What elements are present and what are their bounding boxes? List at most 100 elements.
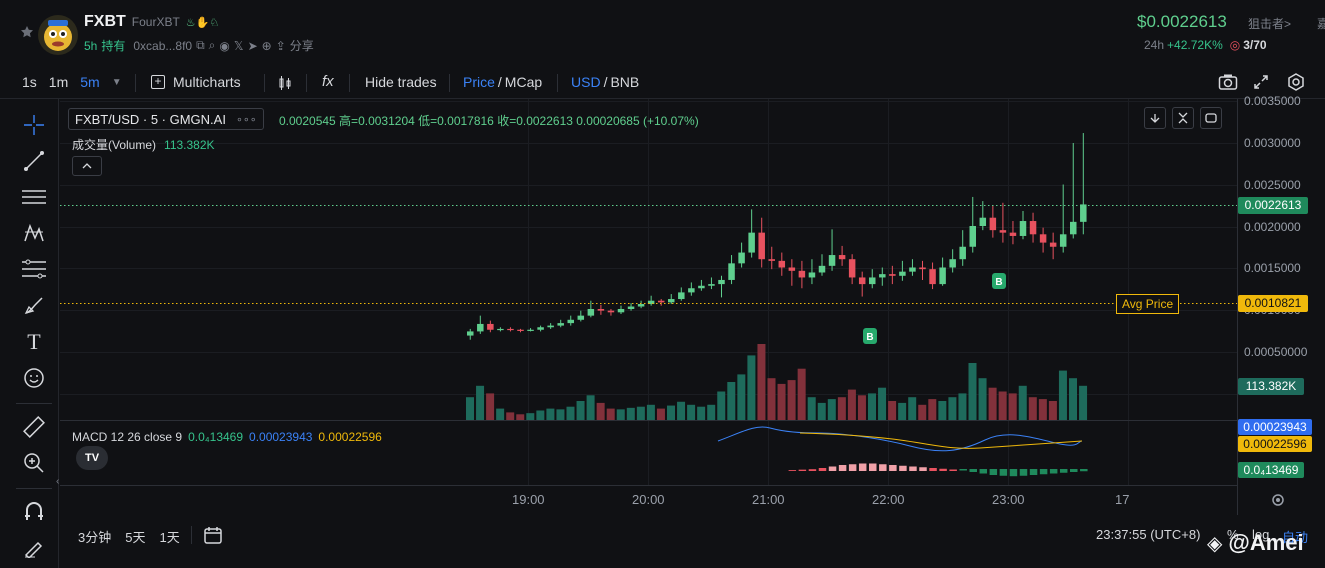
globe-icon[interactable]: ⊕ xyxy=(261,38,272,53)
interval-1m[interactable]: 1m xyxy=(48,74,69,90)
candle-body xyxy=(768,259,775,261)
volume-bar xyxy=(747,355,756,420)
volume-bar xyxy=(958,393,967,420)
cut-label: 嘉 xyxy=(1317,17,1325,31)
more-options-icon[interactable]: ∘∘∘ xyxy=(235,113,257,126)
buy-marker-label: B xyxy=(995,277,1002,288)
currency-toggle[interactable]: USD / BNB xyxy=(571,74,639,90)
pattern-tool-icon[interactable] xyxy=(22,221,46,245)
candle-body xyxy=(1029,221,1037,235)
avg-price-badge: 0.0010821 xyxy=(1238,295,1308,312)
macd-hist-bar xyxy=(999,469,1008,476)
change-value: +42.72K% xyxy=(1167,38,1223,52)
log-toggle[interactable]: log xyxy=(1252,527,1270,542)
share-icon[interactable]: ⇪ xyxy=(275,38,286,53)
candle-type-icon[interactable] xyxy=(277,75,293,96)
candle-body xyxy=(858,277,866,285)
share-label[interactable]: 分享 xyxy=(289,39,314,53)
sniper-target-icon: ◎ xyxy=(1229,38,1241,52)
interval-1s[interactable]: 1s xyxy=(22,74,37,90)
restore-pane-icon[interactable] xyxy=(1200,107,1222,129)
bnb-option[interactable]: BNB xyxy=(610,74,640,90)
axis-settings-gear-icon[interactable] xyxy=(1271,493,1285,512)
price-tick: 0.0015000 xyxy=(1244,261,1301,275)
hold-time: 5h xyxy=(84,38,98,53)
candle-body xyxy=(477,323,484,332)
magnet-icon[interactable] xyxy=(22,499,46,523)
watermark: ◈ @Amei xyxy=(1207,530,1304,556)
brush-icon[interactable] xyxy=(22,293,46,317)
contract-address[interactable]: 0xcab...8f0 xyxy=(133,38,193,53)
clock-display[interactable]: 23:37:55 (UTC+8) xyxy=(1096,527,1201,542)
user-icon[interactable]: ◉ xyxy=(219,38,230,53)
ruler-icon[interactable] xyxy=(22,415,46,439)
macd-hist-bar xyxy=(808,469,817,471)
auto-scale-toggle[interactable]: 自动 xyxy=(1282,530,1309,545)
fib-tool-icon[interactable] xyxy=(22,257,46,281)
candle-body xyxy=(507,328,514,331)
time-tick: 20:00 xyxy=(632,492,665,507)
crosshair-icon[interactable] xyxy=(22,113,46,137)
search-icon[interactable]: ⌕ xyxy=(208,38,216,52)
volume-bar xyxy=(888,401,897,420)
camera-icon[interactable] xyxy=(1218,73,1238,96)
macd-hist-bar xyxy=(939,468,947,471)
candle-body xyxy=(527,329,534,331)
trend-line-icon[interactable] xyxy=(22,149,46,173)
buy-marker: B xyxy=(992,273,1006,289)
hide-trades-button[interactable]: Hide trades xyxy=(365,74,437,90)
zoom-in-icon[interactable] xyxy=(22,451,46,475)
toggle-slash: / xyxy=(497,74,502,90)
range-3min[interactable]: 3分钟 xyxy=(78,530,112,545)
price-mcap-toggle[interactable]: Price / MCap xyxy=(463,74,542,90)
collapse-tools-icon[interactable]: ‹ xyxy=(56,476,60,487)
volume-bar xyxy=(1038,399,1047,420)
time-tick: 21:00 xyxy=(752,492,785,507)
tradingview-logo[interactable]: TV xyxy=(76,446,108,470)
multicharts-button[interactable]: + Multicharts xyxy=(151,74,241,90)
volume-bar xyxy=(878,387,887,420)
horizontal-lines-icon[interactable] xyxy=(22,185,46,209)
macd-line-badge: 0.00023943 xyxy=(1238,419,1312,435)
price-option[interactable]: Price xyxy=(463,74,495,90)
collapse-legend-button[interactable] xyxy=(72,156,102,176)
date-range-icon[interactable] xyxy=(203,525,223,550)
candle-body xyxy=(889,274,896,276)
volume-bar xyxy=(918,404,927,420)
scroll-down-icon[interactable] xyxy=(1144,107,1166,129)
percent-toggle[interactable]: % xyxy=(1227,527,1239,542)
indicators-fx-icon[interactable]: fx xyxy=(322,73,334,90)
collapse-pane-icon[interactable] xyxy=(1172,107,1194,129)
volume-bar xyxy=(938,401,947,420)
chevron-down-icon[interactable]: ▼ xyxy=(111,76,122,88)
candle-body xyxy=(698,285,705,289)
volume-bar xyxy=(1048,401,1057,420)
candle-body xyxy=(1070,221,1077,235)
candle-body xyxy=(678,292,685,300)
macd-hist-bar xyxy=(858,463,867,471)
emoji-icon[interactable] xyxy=(22,366,46,390)
settings-gear-icon[interactable] xyxy=(1287,73,1305,96)
text-tool-icon[interactable]: T xyxy=(27,329,41,354)
range-1d[interactable]: 1天 xyxy=(159,530,180,545)
favorite-star-icon[interactable] xyxy=(20,25,34,39)
fullscreen-icon[interactable] xyxy=(1253,74,1269,95)
range-5d[interactable]: 5天 xyxy=(125,530,146,545)
volume-bar xyxy=(717,391,726,420)
draw-lock-icon[interactable] xyxy=(22,535,46,559)
candle-body xyxy=(1059,234,1067,247)
x-twitter-icon[interactable]: 𝕏 xyxy=(233,38,244,53)
snipers-link[interactable]: 狙击者> xyxy=(1248,17,1292,31)
copy-icon[interactable]: ⧉ xyxy=(196,38,205,52)
telegram-icon[interactable]: ➤ xyxy=(247,38,258,53)
usd-option[interactable]: USD xyxy=(571,74,601,90)
pair-legend[interactable]: FXBT/USD · 5 · GMGN.AI ∘∘∘ xyxy=(68,108,264,130)
avg-price-label: Avg Price xyxy=(1116,294,1180,314)
interval-5m[interactable]: 5m xyxy=(80,74,100,90)
macd-panel xyxy=(717,426,1088,477)
volume-bar xyxy=(898,402,907,420)
mcap-option[interactable]: MCap xyxy=(504,74,543,90)
candle-body xyxy=(517,329,524,331)
candle-body xyxy=(567,319,574,324)
